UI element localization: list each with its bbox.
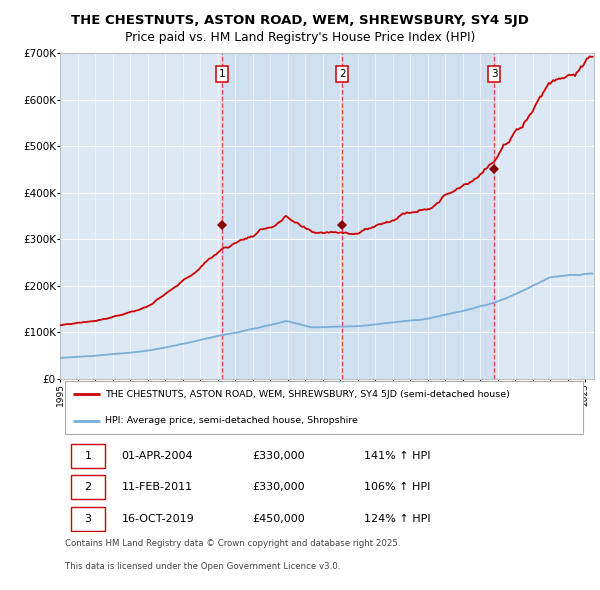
Text: Price paid vs. HM Land Registry's House Price Index (HPI): Price paid vs. HM Land Registry's House … <box>125 31 475 44</box>
Text: 16-OCT-2019: 16-OCT-2019 <box>121 514 194 524</box>
Text: 2: 2 <box>85 482 92 492</box>
Text: 01-APR-2004: 01-APR-2004 <box>121 451 193 461</box>
FancyBboxPatch shape <box>71 444 106 467</box>
Text: £450,000: £450,000 <box>252 514 305 524</box>
Text: £330,000: £330,000 <box>252 451 305 461</box>
Text: 3: 3 <box>491 69 497 79</box>
Text: Contains HM Land Registry data © Crown copyright and database right 2025.: Contains HM Land Registry data © Crown c… <box>65 539 401 548</box>
Text: 11-FEB-2011: 11-FEB-2011 <box>121 482 193 492</box>
Text: HPI: Average price, semi-detached house, Shropshire: HPI: Average price, semi-detached house,… <box>106 417 358 425</box>
Text: 141% ↑ HPI: 141% ↑ HPI <box>364 451 431 461</box>
Text: £330,000: £330,000 <box>252 482 305 492</box>
Text: This data is licensed under the Open Government Licence v3.0.: This data is licensed under the Open Gov… <box>65 562 341 571</box>
FancyBboxPatch shape <box>71 507 106 531</box>
Text: 1: 1 <box>85 451 92 461</box>
Text: THE CHESTNUTS, ASTON ROAD, WEM, SHREWSBURY, SY4 5JD (semi-detached house): THE CHESTNUTS, ASTON ROAD, WEM, SHREWSBU… <box>106 390 510 399</box>
Text: 3: 3 <box>85 514 92 524</box>
Text: 106% ↑ HPI: 106% ↑ HPI <box>364 482 431 492</box>
FancyBboxPatch shape <box>71 475 106 499</box>
Text: THE CHESTNUTS, ASTON ROAD, WEM, SHREWSBURY, SY4 5JD: THE CHESTNUTS, ASTON ROAD, WEM, SHREWSBU… <box>71 14 529 27</box>
Text: 2: 2 <box>339 69 346 79</box>
Text: 1: 1 <box>218 69 225 79</box>
Text: 124% ↑ HPI: 124% ↑ HPI <box>364 514 431 524</box>
FancyBboxPatch shape <box>65 381 583 434</box>
Bar <box>222 53 494 379</box>
